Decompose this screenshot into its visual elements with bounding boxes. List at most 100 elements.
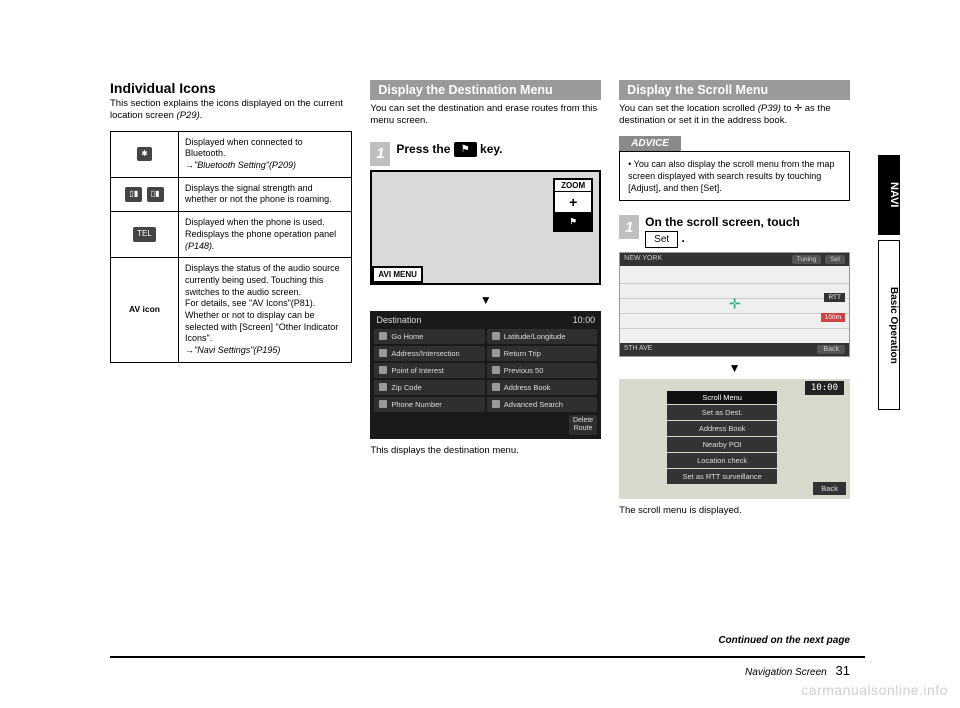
search-icon <box>492 400 500 408</box>
map-street-label: 5TH AVE <box>624 345 652 354</box>
scroll-intro-a: You can set the location scrolled <box>619 103 758 114</box>
table-row: TEL Displayed when the phone is used. Re… <box>111 212 352 258</box>
address-icon <box>379 349 387 357</box>
desc-link: →"Bluetooth Setting"(P209) <box>185 160 296 170</box>
latlon-icon <box>492 332 500 340</box>
dest-item-latlon[interactable]: Latitude/Longitude <box>487 329 597 344</box>
dest-item-poi[interactable]: Point of Interest <box>374 363 484 378</box>
map-street-line <box>620 313 849 314</box>
scroll-clock: 10:00 <box>805 381 844 395</box>
scroll-opt-nearbypoi[interactable]: Nearby POI <box>667 437 777 452</box>
map-topbar: NEW YORK Tuning Set <box>620 253 849 266</box>
scroll-intro: You can set the location scrolled (P39) … <box>619 103 850 128</box>
section-heading-destination: Display the Destination Menu <box>370 80 601 100</box>
back-button[interactable]: Back <box>817 345 845 354</box>
advice-block: ADVICE You can also display the scroll m… <box>619 136 850 209</box>
dest-caption: This displays the destination menu. <box>370 445 601 457</box>
intro-ref: (P29) <box>177 110 200 121</box>
dest-item-addrbook[interactable]: Address Book <box>487 380 597 395</box>
footer-page-number: 31 <box>836 663 850 678</box>
advice-box: You can also display the scroll menu fro… <box>619 151 850 201</box>
column-scroll-menu: Display the Scroll Menu You can set the … <box>619 80 850 660</box>
heading-individual-icons: Individual Icons <box>110 80 352 96</box>
dest-label: Zip Code <box>391 383 421 392</box>
dest-topbar: Destination 10:00 <box>374 315 597 329</box>
zip-icon <box>379 383 387 391</box>
dest-title: Destination <box>376 315 421 325</box>
section-heading-scroll: Display the Scroll Menu <box>619 80 850 100</box>
step-text-b: key. <box>480 142 502 156</box>
zoom-plus-icon[interactable]: + <box>555 192 591 213</box>
scroll-back-button[interactable]: Back <box>813 482 846 495</box>
destination-menu-mock: Destination 10:00 Go Home Latitude/Longi… <box>370 311 601 439</box>
down-arrow-icon: ▼ <box>370 293 601 307</box>
dest-label: Point of Interest <box>391 366 444 375</box>
bluetooth-icon: ✱ <box>137 147 152 161</box>
scroll-opt-setdest[interactable]: Set as Dest. <box>667 405 777 420</box>
dest-item-zip[interactable]: Zip Code <box>374 380 484 395</box>
dest-item-prev50[interactable]: Previous 50 <box>487 363 597 378</box>
dest-grid: Go Home Latitude/Longitude Address/Inter… <box>374 329 597 412</box>
delete-route-button[interactable]: Delete Route <box>569 415 597 434</box>
rtt-badge[interactable]: RTT <box>824 293 845 302</box>
column-individual-icons: Individual Icons This section explains t… <box>110 80 352 660</box>
tel-icon: TEL <box>133 227 156 241</box>
phone-icon <box>379 400 387 408</box>
dest-label: Advanced Search <box>504 400 563 409</box>
poi-icon <box>379 366 387 374</box>
zoom-label: ZOOM <box>555 180 591 192</box>
flag-key-icon: ⚑ <box>454 142 477 157</box>
return-icon <box>492 349 500 357</box>
icon-cell-tel: TEL <box>111 212 179 258</box>
dest-item-address[interactable]: Address/Intersection <box>374 346 484 361</box>
dest-label: Phone Number <box>391 400 441 409</box>
continued-text: Continued on the next page <box>718 635 850 646</box>
step-1-row: 1 Press the ⚑ key. <box>370 142 601 166</box>
desc-text: Displays the status of the audio source … <box>185 263 340 343</box>
zoom-flag-icon[interactable]: ⚑ <box>555 213 591 230</box>
map-street-line <box>620 328 849 329</box>
icon-desc: Displayed when connected to Bluetooth. →… <box>179 131 352 177</box>
home-icon <box>379 332 387 340</box>
icon-cell-av: AV icon <box>111 258 179 363</box>
history-icon <box>492 366 500 374</box>
scroll-opt-loccheck[interactable]: Location check <box>667 453 777 468</box>
scroll-opt-rtt[interactable]: Set as RTT surveillance <box>667 469 777 484</box>
dest-item-advsearch[interactable]: Advanced Search <box>487 397 597 412</box>
down-arrow-icon: ▼ <box>619 361 850 375</box>
desc-link: →"Navi Settings"(P195) <box>185 345 280 355</box>
dest-intro: You can set the destination and erase ro… <box>370 103 601 128</box>
icon-cell-signal: ▯▮ ▯▮ <box>111 177 179 211</box>
icon-desc: Displays the status of the audio source … <box>179 258 352 363</box>
scroll-opt-addrbook[interactable]: Address Book <box>667 421 777 436</box>
dest-label: Go Home <box>391 332 423 341</box>
zoom-control[interactable]: ZOOM + ⚑ <box>553 178 593 232</box>
set-button[interactable]: Set <box>645 231 678 248</box>
map-street-line <box>620 283 849 284</box>
dest-item-return[interactable]: Return Trip <box>487 346 597 361</box>
set-button-map[interactable]: Set <box>825 255 845 264</box>
av-icon-label: AV icon <box>129 304 160 314</box>
tuning-button[interactable]: Tuning <box>792 255 822 264</box>
icons-table: ✱ Displayed when connected to Bluetooth.… <box>110 131 352 363</box>
dest-label: Address/Intersection <box>391 349 459 358</box>
step-number: 1 <box>370 142 390 166</box>
dest-item-go-home[interactable]: Go Home <box>374 329 484 344</box>
map-screen-mock: NEW YORK Tuning Set ✛ RTT 100m 5TH AVE B… <box>619 252 850 357</box>
side-tab-navi: NAVI <box>878 155 900 235</box>
step-instruction-scroll: On the scroll screen, touch Set . <box>645 215 800 248</box>
step-instruction: Press the ⚑ key. <box>396 142 502 158</box>
avi-menu-button[interactable]: AVI MENU <box>372 266 423 283</box>
icon-desc: Displayed when the phone is used. Redisp… <box>179 212 352 258</box>
column-destination-menu: Display the Destination Menu You can set… <box>370 80 601 660</box>
dest-label: Previous 50 <box>504 366 544 375</box>
step-text: On the scroll screen, touch <box>645 215 800 229</box>
dest-clock: 10:00 <box>573 315 596 325</box>
intro-main: This section explains the icons displaye… <box>110 98 343 121</box>
dest-item-phone[interactable]: Phone Number <box>374 397 484 412</box>
period: . <box>682 231 685 245</box>
advice-label: ADVICE <box>619 136 681 151</box>
intro-text: This section explains the icons displaye… <box>110 98 352 123</box>
intro-end: . <box>200 110 203 121</box>
side-tab-basic-operation: Basic Operation <box>878 240 900 410</box>
